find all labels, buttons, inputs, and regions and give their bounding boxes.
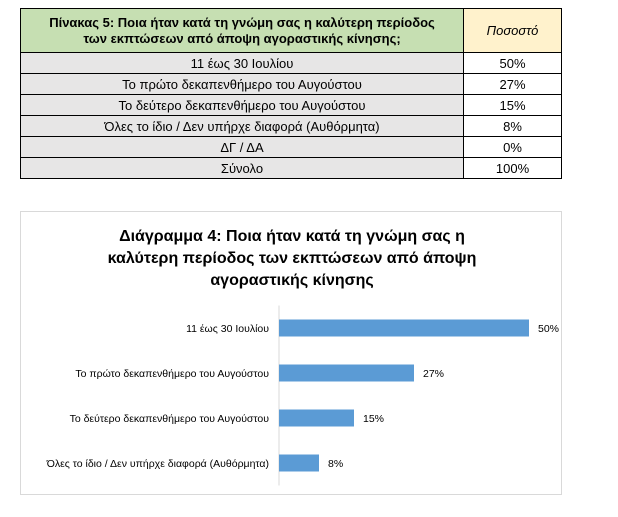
table-row-label: Όλες το ίδιο / Δεν υπήρχε διαφορά (Αυθόρ… <box>20 115 464 137</box>
bar-chart-plot: 11 έως 30 Ιουλίου 50% Το πρώτο δεκαπενθήμε… <box>46 305 559 486</box>
table-total-row: Σύνολο 100% <box>20 157 562 179</box>
data-label: 15% <box>363 413 384 425</box>
chart-container: Διάγραμμα 4: Ποια ήταν κατά τη γνώμη σας… <box>20 211 562 495</box>
table-header-question-line1: Πίνακας 5: Ποια ήταν κατά τη γνώμη σας η… <box>49 14 435 30</box>
category-label: Όλες το ίδιο / Δεν υπήρχε διαφορά (Αυθόρ… <box>46 458 269 470</box>
table-row: Το δεύτερο δεκαπενθήμερο του Αυγούστου 1… <box>20 94 562 116</box>
chart-title-line1: Διάγραμμα 4: Ποια ήταν κατά τη γνώμη σας… <box>119 228 465 245</box>
table-row-label: Το δεύτερο δεκαπενθήμερο του Αυγούστου <box>20 94 464 116</box>
category-label: Το δεύτερο δεκαπενθήμερο του Αυγούστου <box>70 413 270 425</box>
table-row: 11 έως 30 Ιουλίου 50% <box>20 52 562 74</box>
chart-title-line2: καλύτερη περίοδος των εκπτώσεων από άποψ… <box>107 250 477 267</box>
results-table-container: Πίνακας 5: Ποια ήταν κατά τη γνώμη σας η… <box>20 8 562 179</box>
table-row-label: Το πρώτο δεκαπενθήμερο του Αυγούστου <box>20 73 464 95</box>
category-label: Το πρώτο δεκαπενθήμερο του Αυγούστου <box>75 368 269 380</box>
chart-title-line3: αγοραστικής κίνησης <box>210 272 374 289</box>
table-row: Όλες το ίδιο / Δεν υπήρχε διαφορά (Αυθόρ… <box>20 115 562 137</box>
table-total-label: Σύνολο <box>20 157 464 179</box>
table-header-percent: Ποσοστό <box>463 8 562 53</box>
data-label: 50% <box>538 323 559 335</box>
table-header-question-line2: των εκπτώσεων από άποψη αγοραστικής κίνη… <box>83 30 401 46</box>
table-row-value: 8% <box>463 115 562 137</box>
table-total-value: 100% <box>463 157 562 179</box>
results-table: Πίνακας 5: Ποια ήταν κατά τη γνώμη σας η… <box>20 8 562 179</box>
bar <box>279 319 529 337</box>
table-header-question: Πίνακας 5: Ποια ήταν κατά τη γνώμη σας η… <box>20 8 464 53</box>
table-row-value: 0% <box>463 136 562 158</box>
bar <box>279 364 414 382</box>
table-row-label: 11 έως 30 Ιουλίου <box>20 52 464 74</box>
bar <box>279 409 354 427</box>
table-row-value: 50% <box>463 52 562 74</box>
table-row: ΔΓ / ΔΑ 0% <box>20 136 562 158</box>
chart-title: Διάγραμμα 4: Ποια ήταν κατά τη γνώμη σας… <box>21 226 563 292</box>
table-row-label: ΔΓ / ΔΑ <box>20 136 464 158</box>
table-header-row: Πίνακας 5: Ποια ήταν κατά τη γνώμη σας η… <box>20 8 562 53</box>
data-label: 27% <box>423 368 444 380</box>
bar <box>279 454 319 472</box>
table-row-value: 27% <box>463 73 562 95</box>
table-row: Το πρώτο δεκαπενθήμερο του Αυγούστου 27% <box>20 73 562 95</box>
data-label: 8% <box>328 458 343 470</box>
category-label: 11 έως 30 Ιουλίου <box>186 323 269 335</box>
table-row-value: 15% <box>463 94 562 116</box>
